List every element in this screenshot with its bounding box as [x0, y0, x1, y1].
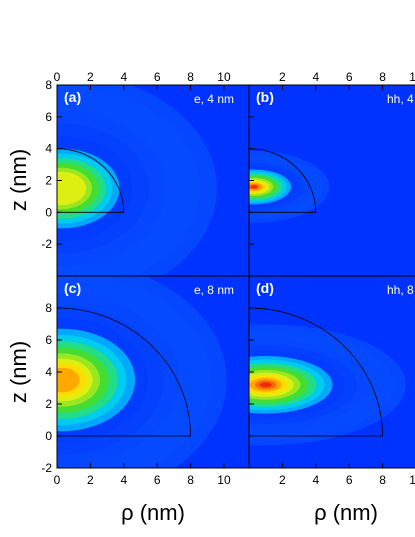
contour-level-10: [259, 382, 272, 388]
top-x-tick-right-label: 6: [346, 70, 353, 84]
y-axis-title-bottom: z (nm): [6, 341, 31, 403]
top-x-tick-label: 0: [54, 70, 61, 84]
panel-note: e, 8 nm: [194, 283, 234, 297]
top-x-tick-right-label: 8: [379, 70, 386, 84]
y-axis-title-top: z (nm): [6, 149, 31, 211]
top-x-tick-label: 4: [120, 70, 127, 84]
panel-tag: (d): [256, 280, 274, 296]
bottom-x-tick-right-label: 4: [312, 473, 319, 487]
panel-b: (b) hh, 4 nm: [249, 85, 415, 276]
panel-note: hh, 8 nm: [387, 283, 415, 297]
y-tick-top-label: 0: [45, 205, 52, 219]
contour-level-8: [57, 367, 80, 393]
bottom-x-tick-label: 0: [54, 473, 61, 487]
bottom-x-tick-label: 10: [217, 473, 231, 487]
bottom-x-tick-label: 2: [87, 473, 94, 487]
contour-level-6: [57, 171, 87, 206]
y-tick-bottom-label: 2: [45, 397, 52, 411]
panel-c: (c) e, 8 nm: [57, 276, 249, 468]
panel-tag: (a): [64, 89, 81, 105]
contour-level-10: [250, 185, 258, 189]
panel-note: e, 4 nm: [194, 92, 234, 106]
bottom-x-tick-right-label: 8: [379, 473, 386, 487]
bottom-x-tick-label: 4: [120, 473, 127, 487]
panel-a: (a) e, 4 nm: [57, 85, 249, 276]
y-tick-bottom-label: 6: [45, 333, 52, 347]
bottom-x-tick-label: 6: [154, 473, 161, 487]
panel-tag: (c): [64, 280, 81, 296]
y-tick-bottom-label: 8: [45, 301, 52, 315]
top-x-tick-right-label: 10: [409, 70, 415, 84]
top-x-tick-label: 10: [217, 70, 231, 84]
dot-outline: [57, 307, 191, 437]
dot-outline: [249, 148, 317, 213]
x-axis-title-right: ρ (nm): [314, 500, 378, 525]
top-x-tick-label: 2: [87, 70, 94, 84]
y-tick-bottom-label: 0: [45, 429, 52, 443]
top-x-tick-right-label: 4: [312, 70, 319, 84]
panel-tag: (b): [256, 89, 274, 105]
panels-layer: (a) e, 4 nm (b) hh, 4 nm (c) e, 8 nm (d) hh, 8 …: [57, 85, 415, 468]
y-tick-bottom-label: -2: [41, 461, 52, 475]
top-x-tick-right-label: 2: [279, 70, 286, 84]
top-x-tick-label: 8: [187, 70, 194, 84]
bottom-x-tick-right-label: 6: [346, 473, 353, 487]
dot-outline: [249, 307, 383, 437]
dot-outline: [57, 148, 125, 213]
bottom-x-tick-right-label: 2: [279, 473, 286, 487]
y-tick-top-label: -2: [41, 237, 52, 251]
top-x-tick-label: 6: [154, 70, 161, 84]
panel-d: (d) hh, 8 nm: [249, 276, 415, 468]
y-tick-top-label: 4: [45, 142, 52, 156]
bottom-x-tick-right-label: 10: [409, 473, 415, 487]
y-tick-top-label: 2: [45, 174, 52, 188]
bottom-x-tick-label: 8: [187, 473, 194, 487]
y-tick-bottom-label: 4: [45, 365, 52, 379]
y-tick-top-label: 6: [45, 110, 52, 124]
panel-note: hh, 4 nm: [387, 92, 415, 106]
x-axis-title-left: ρ (nm): [121, 500, 185, 525]
y-tick-top-label: 8: [45, 78, 52, 92]
